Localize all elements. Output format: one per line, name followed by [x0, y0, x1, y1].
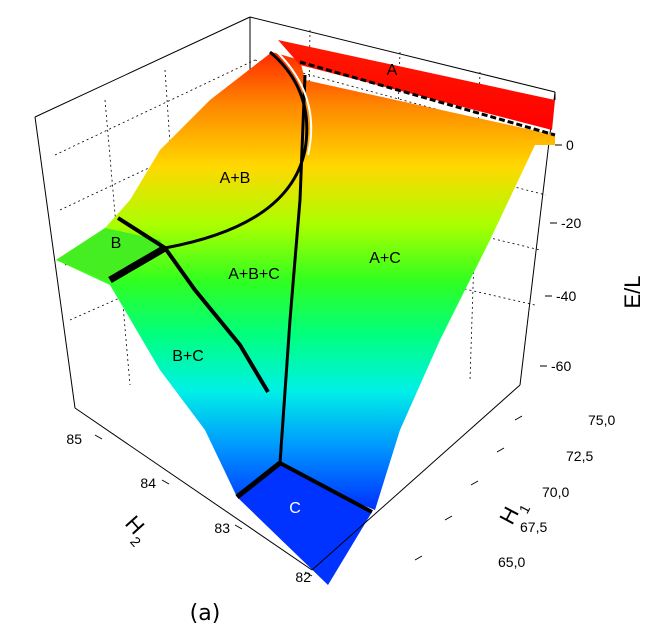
- boundary-line-b-bc: [116, 216, 270, 394]
- h1-tick-label: 72,5: [566, 448, 593, 464]
- region-label-ac: A+C: [369, 250, 401, 267]
- surface-main: [56, 52, 555, 510]
- z-axis-title: E/L: [620, 275, 645, 308]
- boundary-highlight: [274, 49, 313, 156]
- region-label-abc: A+B+C: [228, 266, 280, 283]
- surface-region-a: [278, 40, 555, 130]
- front-box-edges: [74, 92, 556, 571]
- surface-region-b: [56, 228, 165, 282]
- z-axis: 0 -20 -40 -60 E/L: [540, 137, 645, 374]
- h2-tick-label: 84: [140, 475, 156, 491]
- energy-surface: [56, 40, 555, 585]
- boundary-line-a-top: [299, 60, 556, 137]
- h2-tick-label: 82: [295, 569, 311, 585]
- phase-boundaries: [108, 49, 556, 514]
- z-tick-label: -20: [561, 215, 581, 231]
- boundary-line-ac: [278, 74, 307, 464]
- h1-tick-label: 75,0: [588, 412, 615, 428]
- figure-caption: (a): [190, 601, 221, 626]
- region-label-ab: A+B: [220, 170, 251, 187]
- boundary-line-c-right: [279, 461, 373, 514]
- boundary-line-b-left: [108, 244, 167, 284]
- h2-tick-label: 85: [66, 431, 82, 447]
- h2-axis-title: H 2: [120, 511, 149, 550]
- region-label-bc: B+C: [172, 348, 204, 365]
- region-label-c: C: [289, 500, 301, 517]
- h2-tick-label: 83: [214, 520, 230, 536]
- region-label-b: B: [111, 235, 122, 252]
- h1-tick-label: 67,5: [520, 519, 547, 535]
- h1-axis: 65,0 67,5 70,0 72,5 75,0 H 1: [414, 412, 615, 570]
- h1-tick-label: 65,0: [498, 554, 525, 570]
- surface-region-c: [237, 463, 372, 585]
- z-tick-label: -60: [551, 358, 571, 374]
- boundary-curve-a-b: [164, 50, 309, 250]
- boundary-line-c-left: [235, 461, 282, 499]
- h1-tick-label: 70,0: [542, 484, 569, 500]
- region-label-a: A: [387, 62, 398, 79]
- svg-text:H: H: [120, 511, 149, 540]
- z-tick-label: -40: [556, 288, 576, 304]
- z-tick-label: 0: [566, 137, 574, 153]
- region-labels: A A+B B A+B+C A+C B+C C: [111, 62, 401, 517]
